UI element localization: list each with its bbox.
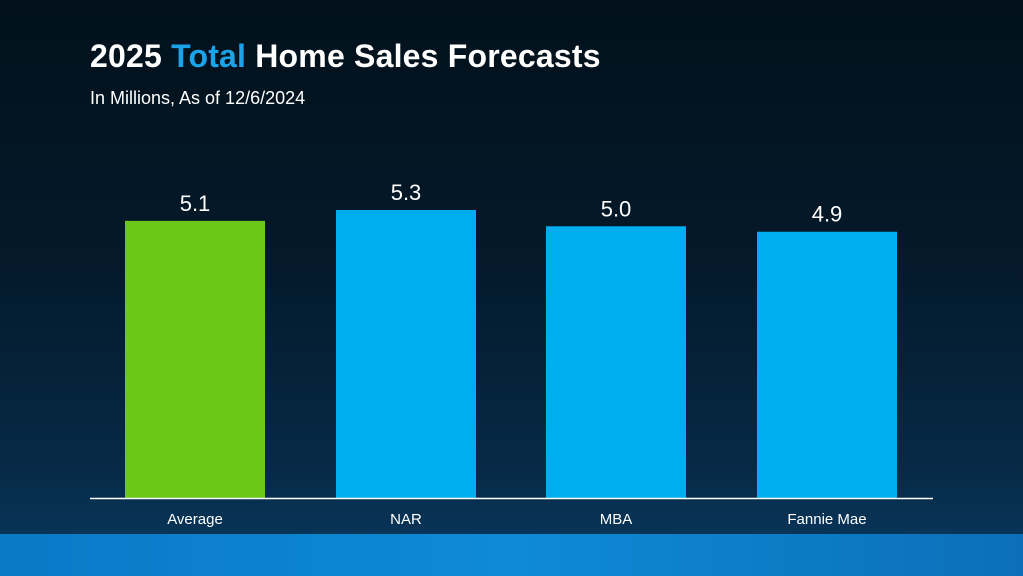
title-accent-word: Total xyxy=(171,38,247,74)
data-label: 5.3 xyxy=(391,180,422,205)
category-label: Average xyxy=(167,511,223,528)
category-label: MBA xyxy=(600,511,633,528)
title-suffix: Home Sales Forecasts xyxy=(246,38,601,74)
chart-title: 2025 Total Home Sales Forecasts xyxy=(90,38,601,75)
category-label: NAR xyxy=(390,511,422,528)
category-label: Fannie Mae xyxy=(787,511,866,528)
bar-fannie-mae xyxy=(757,231,897,499)
chart-subtitle: In Millions, As of 12/6/2024 xyxy=(90,88,306,108)
bar-mba xyxy=(546,226,686,498)
data-label: 4.9 xyxy=(812,202,843,227)
bar-nar xyxy=(336,210,476,498)
bar-average xyxy=(125,220,265,498)
title-prefix: 2025 xyxy=(90,38,172,74)
footer-band xyxy=(0,534,1023,576)
data-label: 5.0 xyxy=(601,196,632,221)
data-label: 5.1 xyxy=(180,191,211,216)
